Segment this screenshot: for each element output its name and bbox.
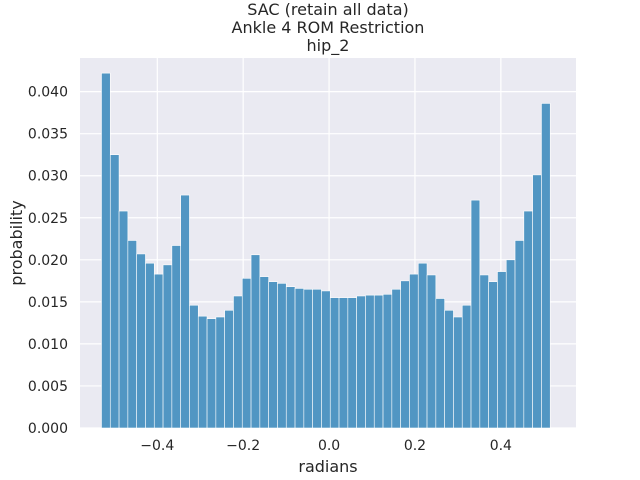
histogram-bar (488, 281, 498, 429)
x-tick-label: 0.0 (318, 438, 340, 454)
histogram-bar (171, 245, 181, 429)
histogram-bar (338, 297, 349, 429)
histogram-bar (541, 103, 551, 429)
histogram-bar (321, 290, 331, 429)
y-tick-labels: 0.000 0.005 0.010 0.015 0.020 0.025 0.030 0.035… (28, 85, 68, 437)
histogram-bar (514, 240, 525, 429)
histogram-bar (250, 254, 261, 429)
histogram-bar (118, 210, 129, 429)
histogram-bar (356, 295, 366, 429)
histogram-bar (365, 294, 375, 429)
chart-title-line-2: Ankle 4 ROM Restriction (232, 18, 425, 37)
histogram-bar (523, 210, 533, 429)
histogram-bar (189, 304, 199, 429)
histogram-bar (347, 297, 357, 429)
histogram-bar (136, 253, 146, 429)
histogram-bar (461, 304, 472, 429)
histogram-bar (329, 297, 340, 429)
histogram-bar (268, 281, 278, 429)
y-tick-label: 0.010 (28, 337, 68, 353)
histogram-bar (259, 276, 269, 429)
x-axis-label: radians (298, 457, 357, 476)
histogram-bar (294, 288, 305, 429)
histogram-bar (435, 298, 445, 429)
histogram-bar (303, 288, 313, 429)
histogram-bar (417, 262, 428, 429)
chart-title-line-1: SAC (retain all data) (247, 0, 409, 19)
histogram-bar (532, 174, 542, 429)
y-tick-label: 0.005 (28, 379, 68, 395)
y-tick-label: 0.040 (28, 85, 68, 101)
y-tick-label: 0.000 (28, 421, 68, 437)
histogram-bar (479, 274, 489, 429)
histogram-bar (312, 288, 322, 429)
histogram-bar (206, 318, 217, 429)
histogram-bar (277, 283, 287, 429)
histogram-bar (444, 309, 454, 429)
histogram-bar (197, 315, 208, 429)
histogram-bar (127, 240, 137, 429)
histogram-bar (215, 316, 225, 429)
y-tick-label: 0.035 (28, 127, 68, 143)
chart-title-line-3: hip_2 (307, 36, 350, 56)
histogram-bar (505, 259, 516, 429)
histogram-bar (285, 286, 296, 429)
histogram-bar (373, 294, 384, 429)
y-tick-label: 0.020 (28, 253, 68, 269)
y-tick-label: 0.030 (28, 169, 68, 185)
histogram-bar (224, 309, 234, 429)
x-tick-labels: −0.4 −0.2 0.0 0.2 0.4 (140, 438, 512, 454)
x-tick-label: −0.4 (140, 438, 174, 454)
histogram-bars (101, 72, 551, 429)
x-tick-label: 0.2 (404, 438, 426, 454)
histogram-bar (382, 293, 393, 429)
histogram-bar (153, 273, 164, 429)
histogram-bar (391, 288, 401, 429)
histogram-bar (409, 273, 419, 429)
histogram-bar (180, 194, 190, 429)
y-axis-label: probability (7, 200, 26, 285)
x-tick-label: 0.4 (490, 438, 512, 454)
histogram-bar (426, 274, 437, 429)
histogram-bar (233, 295, 243, 429)
histogram-bar (101, 72, 111, 429)
x-tick-label: −0.2 (226, 438, 260, 454)
histogram-bar (470, 199, 481, 429)
histogram-bar (241, 278, 252, 429)
histogram-bar (497, 271, 507, 429)
histogram-bar (453, 316, 463, 429)
y-tick-label: 0.025 (28, 211, 68, 227)
histogram-bar (400, 280, 410, 429)
histogram-bar (162, 264, 173, 429)
histogram-bar (109, 154, 120, 429)
histogram-bar (145, 262, 155, 429)
y-tick-label: 0.015 (28, 295, 68, 311)
